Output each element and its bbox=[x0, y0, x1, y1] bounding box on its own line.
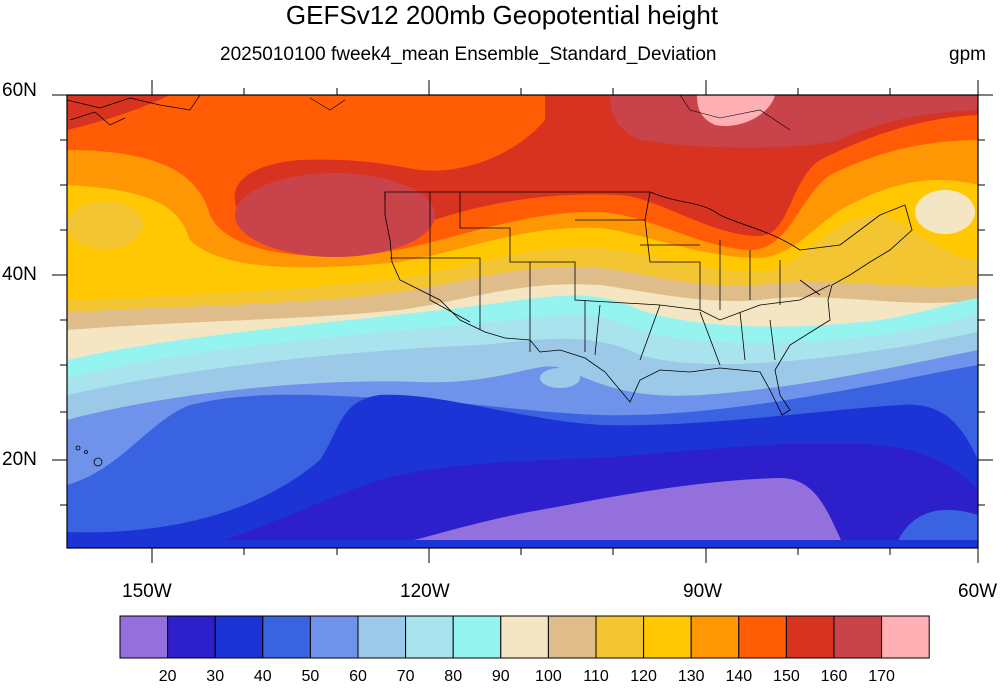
lon-label-60w: 60W bbox=[958, 581, 998, 602]
legend-swatch bbox=[738, 615, 787, 659]
legend-level-label: 90 bbox=[492, 668, 510, 685]
legend-level-label: 30 bbox=[206, 668, 224, 685]
legend-swatch bbox=[119, 615, 169, 659]
legend-level-label: 60 bbox=[349, 668, 367, 685]
legend-level-label: 150 bbox=[773, 668, 800, 685]
legend-swatch bbox=[881, 615, 930, 659]
legend-swatch bbox=[167, 615, 216, 659]
legend-level-label: 40 bbox=[254, 668, 272, 685]
legend-swatch bbox=[309, 615, 359, 659]
legend-level-label: 70 bbox=[397, 668, 415, 685]
lon-label-120w: 120W bbox=[400, 581, 450, 602]
legend-level-label: 80 bbox=[444, 668, 462, 685]
legend-swatch bbox=[405, 615, 454, 659]
lat-label-60n: 60N bbox=[2, 80, 37, 101]
legend-swatch bbox=[643, 615, 692, 659]
legend-level-label: 120 bbox=[630, 668, 657, 685]
lat-label-40n: 40N bbox=[2, 264, 37, 285]
legend-level-label: 160 bbox=[821, 668, 848, 685]
legend-level-label: 100 bbox=[535, 668, 562, 685]
legend-level-label: 140 bbox=[725, 668, 752, 685]
axis-ticks bbox=[52, 80, 993, 563]
legend-level-label: 20 bbox=[159, 668, 177, 685]
legend-level-label: 110 bbox=[583, 668, 609, 685]
legend-swatch bbox=[690, 615, 740, 659]
legend-swatch bbox=[595, 615, 645, 659]
lon-label-150w: 150W bbox=[122, 581, 172, 602]
color-legend: 20 30 40 50 60 70 80 90 100 110 120 130 140 150 160 170 bbox=[119, 615, 930, 685]
legend-swatch bbox=[214, 615, 264, 659]
legend-swatch bbox=[785, 615, 835, 659]
map-frame bbox=[66, 94, 979, 549]
legend-swatch bbox=[262, 615, 311, 659]
units-label: gpm bbox=[949, 44, 986, 65]
legend-swatch bbox=[547, 615, 597, 659]
lat-label-20n: 20N bbox=[2, 449, 37, 470]
map-subtitle: 2025010100 fweek4_mean Ensemble_Standard… bbox=[220, 44, 717, 65]
contour-fill bbox=[67, 95, 978, 548]
legend-swatch bbox=[833, 615, 883, 659]
legend-level-label: 130 bbox=[678, 668, 705, 685]
legend-swatch bbox=[357, 615, 407, 659]
legend-swatch bbox=[452, 615, 502, 659]
legend-level-label: 170 bbox=[868, 668, 895, 685]
legend-swatch bbox=[500, 615, 549, 659]
lon-label-90w: 90W bbox=[683, 581, 723, 602]
coastlines bbox=[67, 95, 913, 467]
legend-level-label: 50 bbox=[302, 668, 320, 685]
map-title: GEFSv12 200mb Geopotential height bbox=[285, 0, 719, 30]
